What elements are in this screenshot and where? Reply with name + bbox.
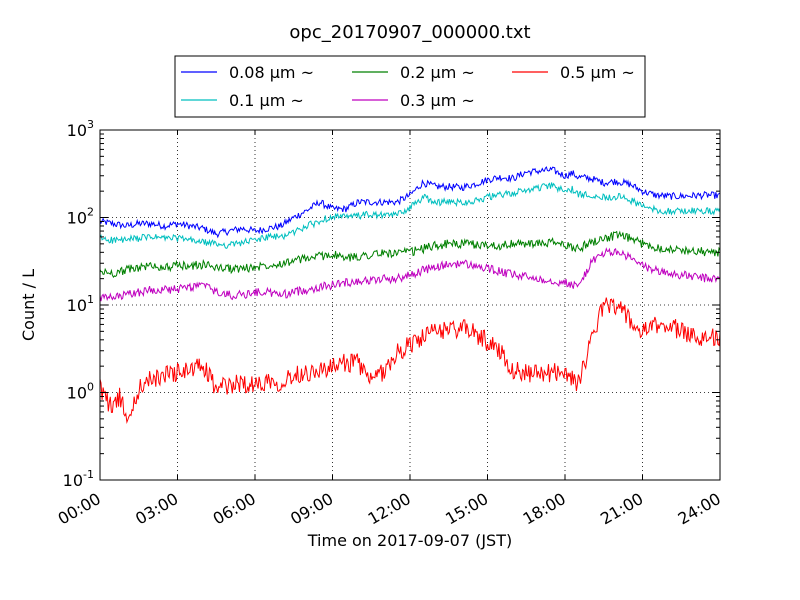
series-line-0_3um xyxy=(99,247,721,302)
y-tick-label: 100 xyxy=(67,381,94,403)
grid-lines xyxy=(100,130,720,480)
legend-label: 0.2 μm ~ xyxy=(400,63,475,82)
y-tick-label: 103 xyxy=(67,118,94,140)
y-tick-labels: 10-1 100 101 102 103 xyxy=(63,118,94,490)
legend-label: 0.3 μm ~ xyxy=(400,91,475,110)
y-axis-label: Count / L xyxy=(19,269,38,341)
chart-title: opc_20170907_000000.txt xyxy=(289,22,530,43)
legend-label: 0.5 μm ~ xyxy=(560,63,635,82)
axis-ticks xyxy=(99,129,721,481)
legend-label: 0.1 μm ~ xyxy=(229,91,304,110)
y-tick-label: 101 xyxy=(67,293,94,315)
series-lines xyxy=(99,166,721,424)
y-tick-label: 102 xyxy=(67,206,94,228)
legend-label: 0.08 μm ~ xyxy=(229,63,314,82)
series-line-0_2um xyxy=(99,230,721,278)
y-tick-label: 10-1 xyxy=(63,468,94,490)
legend: 0.08 μm ~ 0.1 μm ~ 0.2 μm ~ 0.3 μm ~ 0.5 μm … xyxy=(174,55,646,118)
series-line-0_5um xyxy=(99,297,721,424)
series-line-0_08um xyxy=(99,166,721,239)
series-line-0_1um xyxy=(99,182,721,249)
x-axis-label: Time on 2017-09-07 (JST) xyxy=(307,531,512,550)
legend-box xyxy=(174,55,646,118)
